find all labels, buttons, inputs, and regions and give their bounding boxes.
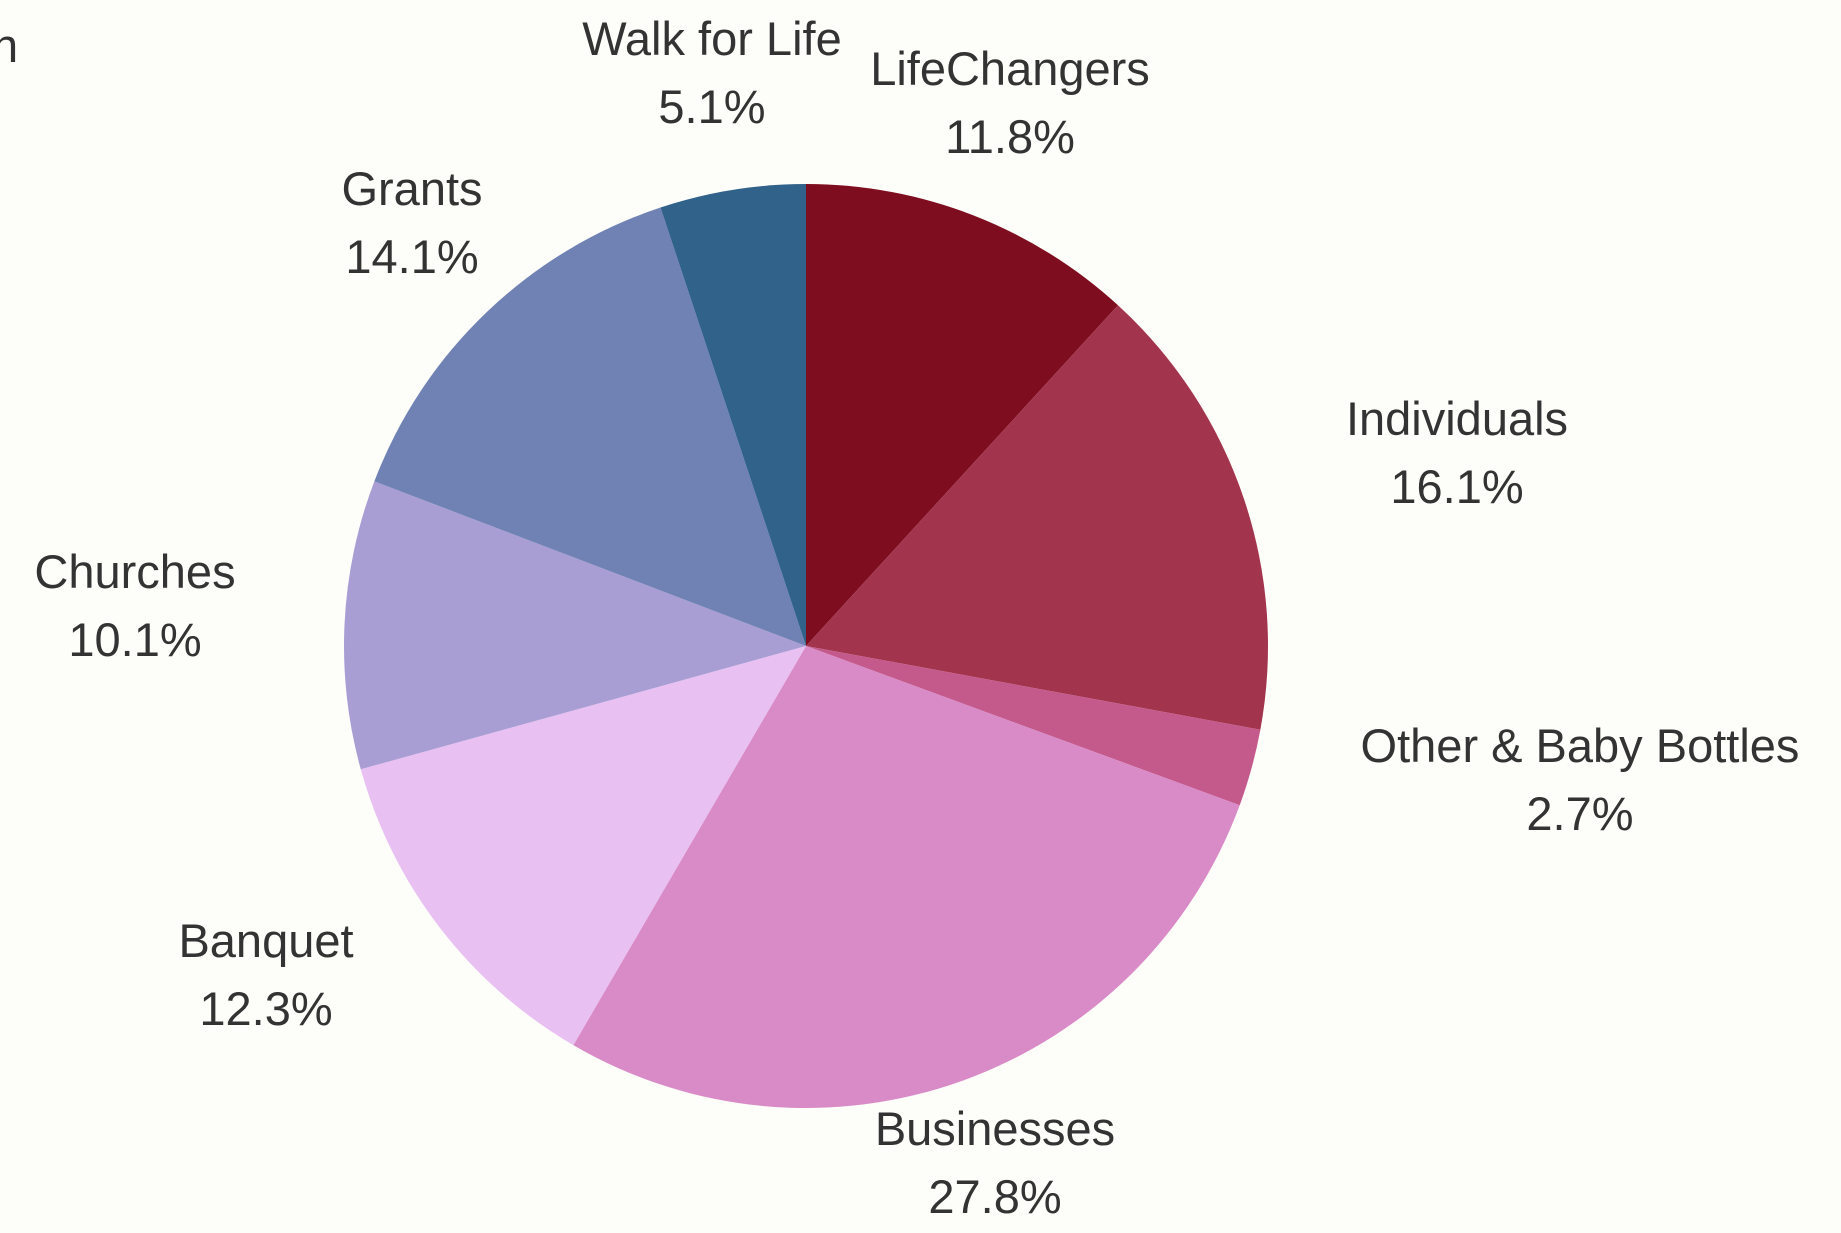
pie-slice-other-and-baby-bottles (806, 646, 1261, 806)
slice-label-individuals: Individuals (1346, 392, 1568, 445)
pie-slice-businesses (573, 646, 1240, 1108)
slice-percent-individuals: 16.1% (1390, 460, 1523, 513)
slice-label-grants: Grants (341, 162, 482, 215)
slice-label-lifechangers: LifeChangers (870, 42, 1150, 95)
slice-percent-businesses: 27.8% (928, 1170, 1061, 1223)
pie-slice-grants (374, 207, 806, 646)
pie-slice-banquet (360, 646, 806, 1046)
slice-label-churches: Churches (34, 545, 235, 598)
slice-label-banquet: Banquet (178, 914, 353, 967)
slice-percent-grants: 14.1% (345, 230, 478, 283)
slice-label-other-and-baby-bottles: Other & Baby Bottles (1361, 719, 1800, 772)
slice-label-walk-for-life: Walk for Life (582, 12, 841, 65)
pie-slice-lifechangers (806, 184, 1118, 646)
slice-percent-churches: 10.1% (68, 613, 201, 666)
pie-labels: LifeChangers 11.8% Individuals 16.1% Other &… (34, 12, 1799, 1223)
slice-percent-walk-for-life: 5.1% (658, 80, 765, 133)
chart-title: n (0, 19, 19, 72)
slice-percent-other-and-baby-bottles: 2.7% (1526, 787, 1633, 840)
slice-percent-banquet: 12.3% (199, 982, 332, 1035)
slice-percent-lifechangers: 11.8% (945, 110, 1075, 163)
pie-slice-churches (344, 481, 806, 770)
pie-slice-individuals (806, 305, 1268, 730)
slice-label-businesses: Businesses (875, 1102, 1115, 1155)
pie-slices (344, 184, 1268, 1108)
pie-slice-walk-for-life (660, 184, 806, 646)
